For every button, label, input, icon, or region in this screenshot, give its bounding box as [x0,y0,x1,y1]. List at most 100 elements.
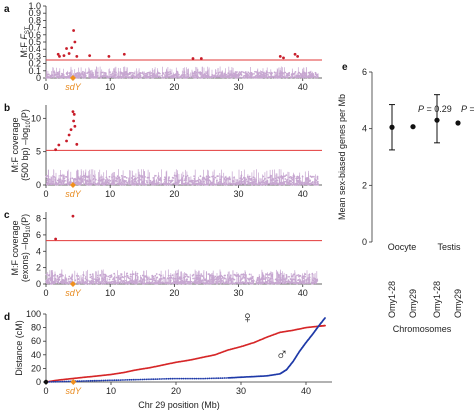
map-point [201,377,203,380]
data-point [192,273,195,276]
data-point [185,274,188,276]
data-point [162,183,165,185]
data-point [133,72,135,75]
data-point [254,70,256,73]
map-point [217,377,220,380]
y-axis-label: Mean sex-biased genes per Mb [337,94,347,220]
map-point [191,377,194,380]
data-point [270,76,273,78]
data-point [191,181,194,184]
origin-point [43,379,49,385]
data-point [85,179,88,182]
data-point [316,175,319,178]
y-tick-label: 4 [362,124,367,134]
data-point [164,180,166,183]
male-symbol: ♂ [276,345,289,364]
data-point [186,275,189,278]
outlier-point [122,52,126,56]
data-point [116,179,118,181]
y-tick-label: 0.7 [28,23,41,33]
map-point [193,377,196,380]
data-point [124,180,126,183]
map-point [195,377,198,380]
x-tick-label: 0 [43,82,48,92]
map-point [108,379,110,382]
panel-letter: d [4,312,10,323]
data-point [56,274,59,277]
y-axis-label-line1: M:F coverage [10,117,20,172]
x-tick-label: 10 [105,189,115,199]
data-point [250,74,253,77]
data-point [238,71,241,74]
data-point [295,76,298,79]
data-point [253,76,256,79]
data-point [126,282,129,284]
panel-letter: b [4,103,10,114]
data-point [60,183,63,186]
data-point [214,275,217,278]
outlier-point [191,57,195,60]
data-point [154,274,157,277]
p-value-annotation: P = 0.5+ [461,104,474,114]
data-point [81,76,84,79]
data-point [256,277,259,280]
y-tick-label: 60 [31,336,41,346]
data-point [313,175,315,178]
data-point [310,176,313,179]
background-points [45,169,319,186]
sdy-label: sdY [65,288,82,298]
data-point [285,275,288,278]
data-point [234,281,237,284]
map-point [134,378,137,381]
data-point [199,175,202,178]
data-point [234,71,237,73]
outlier-point [71,110,75,114]
panel-a: 00.10.20.30.40.50.60.70.80.91.0 0 10 20 30 40… [4,1,322,92]
data-point [242,281,244,283]
data-point [224,178,226,181]
data-point [169,179,172,182]
data-point [77,275,80,277]
panel-d: 0 20 40 60 80 100 0 10 20 30 40 d ♀ ♂ sdY Distance (cM)… [4,308,332,410]
outlier-point [88,54,92,58]
data-point [246,75,249,78]
data-point [164,176,166,179]
outlier-point [58,55,61,58]
map-point [190,377,192,380]
data-point [272,181,275,184]
data-point [234,274,237,276]
data-point [115,177,118,179]
data-point [169,183,172,186]
data-point [56,281,59,284]
data-point [287,279,290,282]
data-point [55,279,57,281]
y-tick-label: 20 [31,363,41,373]
data-point [144,275,146,278]
data-point [152,282,155,285]
data-point [207,273,210,275]
data-point [86,176,89,179]
data-point [171,176,174,179]
data-point [86,180,89,183]
x-tick-label: 30 [234,189,244,199]
map-point [182,377,185,380]
map-point [138,378,140,381]
data-point [193,70,196,73]
data-point [290,180,293,183]
data-point [248,273,251,276]
data-point [248,74,250,76]
data-point [109,281,112,284]
data-point [121,72,124,74]
data-point [69,280,71,283]
data-point [110,275,113,278]
map-point [126,379,129,381]
data-point [241,76,244,79]
data-point [186,278,188,280]
data-point [234,75,237,78]
outlier-point [282,56,285,60]
data-point [241,70,243,73]
data-point [228,176,231,179]
data-point [77,278,80,281]
map-point [210,377,213,380]
data-point [196,183,198,186]
